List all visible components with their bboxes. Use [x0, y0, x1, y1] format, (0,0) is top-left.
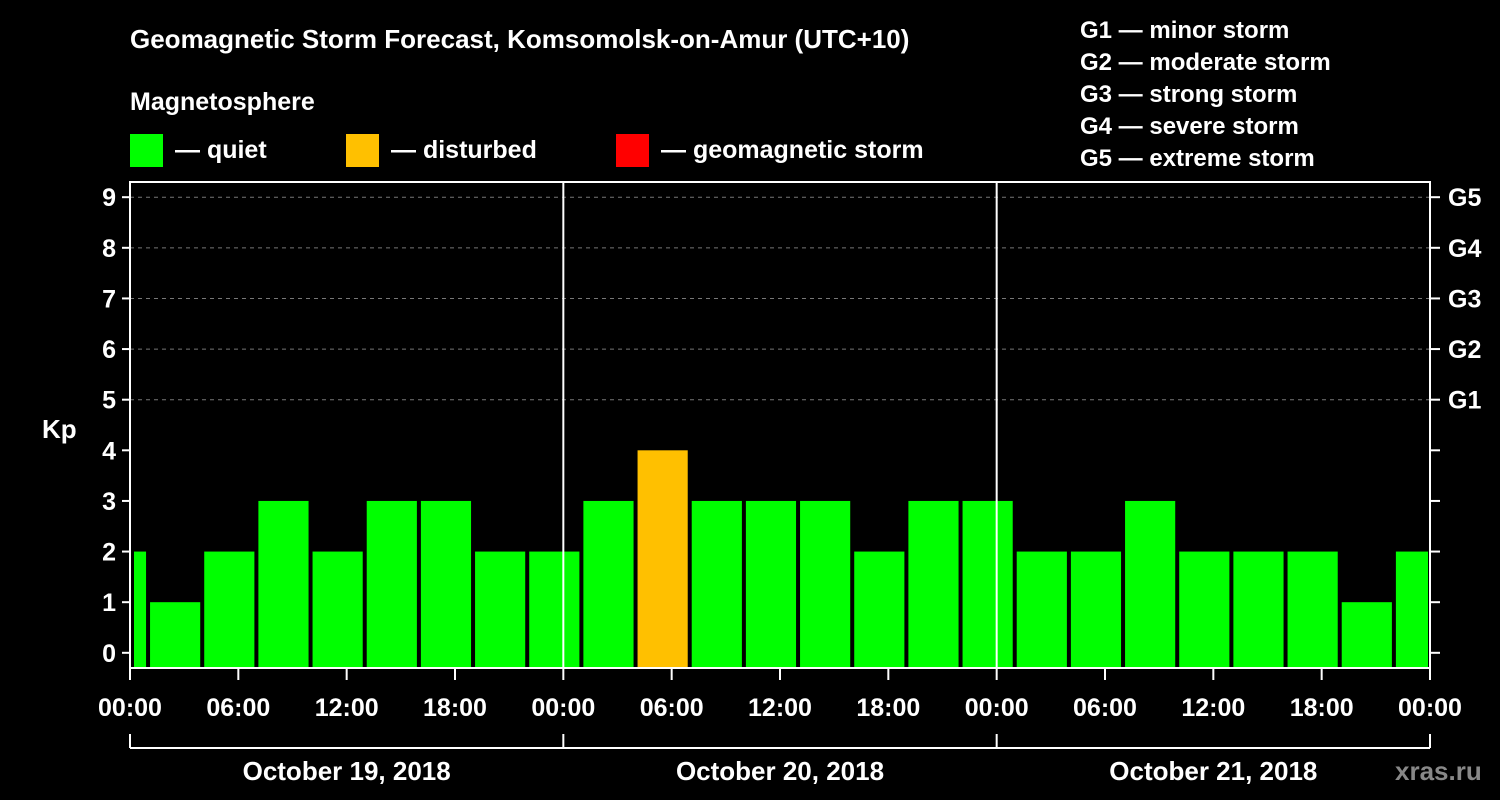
day-label: October 20, 2018: [676, 756, 884, 786]
legend: — quiet — disturbed — geomagnetic storm: [130, 134, 924, 167]
x-tick-label: 06:00: [1073, 694, 1137, 722]
y-tick-label: 1: [102, 589, 116, 617]
g-level-label: G4: [1448, 235, 1481, 263]
legend-title: Magnetosphere: [130, 88, 315, 116]
x-tick-label: 00:00: [965, 694, 1029, 722]
g-level-label: G2: [1448, 336, 1481, 364]
kp-bar: [529, 551, 580, 668]
kp-bar: [1395, 551, 1428, 668]
day-separators: [562, 182, 998, 668]
kp-bar: [134, 551, 147, 668]
kp-bar: [1070, 551, 1122, 668]
day-axis: October 19, 2018 October 20, 2018 October …: [129, 734, 1431, 786]
storm-scale-item: G4 — severe storm: [1080, 113, 1299, 140]
storm-scale-item: G3 — strong storm: [1080, 81, 1297, 108]
kp-bar: [1233, 551, 1284, 668]
kp-bar: [745, 500, 797, 668]
y-tick-label: 8: [102, 235, 116, 263]
storm-scale-item: G1 — minor storm: [1080, 17, 1289, 44]
y-tick-label: 0: [102, 640, 116, 668]
y-tick-label: 7: [102, 285, 116, 313]
kp-bar: [1179, 551, 1230, 668]
kp-bar: [691, 500, 742, 668]
x-tick-label: 18:00: [856, 694, 920, 722]
legend-label: — quiet: [175, 136, 267, 164]
x-axis: 00:00 06:00 12:00 18:00 00:00 06:00 12:00 18:00…: [98, 668, 1462, 722]
kp-bar: [854, 551, 905, 668]
y-axis-left: 0 1 2 3 4 5 6 7 8 9: [102, 184, 130, 668]
kp-bar: [258, 500, 309, 668]
y-axis-label: Kp: [42, 414, 77, 444]
legend-swatch: [346, 134, 379, 167]
legend-label: — geomagnetic storm: [661, 136, 924, 164]
kp-bar: [204, 551, 255, 668]
kp-bar: [475, 551, 526, 668]
x-tick-label: 12:00: [315, 694, 379, 722]
y-tick-label: 4: [102, 437, 116, 465]
g-level-label: G3: [1448, 285, 1481, 313]
day-label: October 19, 2018: [243, 756, 451, 786]
x-tick-label: 06:00: [206, 694, 270, 722]
x-tick-label: 00:00: [98, 694, 162, 722]
kp-bar: [583, 500, 634, 668]
y-tick-label: 3: [102, 488, 116, 516]
legend-swatch: [616, 134, 649, 167]
storm-scale-item: G2 — moderate storm: [1080, 49, 1331, 76]
legend-swatch: [130, 134, 163, 167]
x-tick-label: 00:00: [1398, 694, 1462, 722]
legend-label: — disturbed: [391, 136, 537, 164]
x-tick-label: 12:00: [748, 694, 812, 722]
watermark: xras.ru: [1395, 756, 1482, 786]
y-tick-label: 6: [102, 336, 116, 364]
bars: [134, 450, 1428, 668]
x-tick-label: 06:00: [640, 694, 704, 722]
kp-bar: [150, 602, 201, 668]
y-tick-label: 2: [102, 539, 116, 567]
day-label: October 21, 2018: [1109, 756, 1317, 786]
kp-bar: [800, 500, 851, 668]
kp-bar: [1287, 551, 1338, 668]
y-axis-right: G1 G2 G3 G4 G5: [1430, 184, 1481, 654]
y-tick-label: 5: [102, 387, 116, 415]
y-tick-label: 9: [102, 184, 116, 212]
kp-bar: [908, 500, 959, 668]
kp-bar: [637, 450, 688, 668]
kp-bar: [1341, 602, 1392, 668]
kp-bar: [420, 500, 472, 668]
chart-title: Geomagnetic Storm Forecast, Komsomolsk-o…: [130, 24, 909, 54]
storm-scale-item: G5 — extreme storm: [1080, 145, 1315, 172]
grid: [130, 196, 1430, 401]
g-level-label: G5: [1448, 184, 1481, 212]
kp-bar: [1016, 551, 1067, 668]
kp-bar: [366, 500, 417, 668]
x-tick-label: 00:00: [531, 694, 595, 722]
x-tick-label: 12:00: [1181, 694, 1245, 722]
x-tick-label: 18:00: [423, 694, 487, 722]
kp-bar: [1125, 500, 1176, 668]
kp-bar: [962, 500, 1013, 668]
kp-bar: [312, 551, 363, 668]
storm-scale-legend: G1 — minor storm G2 — moderate storm G3 — …: [1080, 17, 1331, 172]
g-level-label: G1: [1448, 387, 1481, 415]
x-tick-label: 18:00: [1290, 694, 1354, 722]
